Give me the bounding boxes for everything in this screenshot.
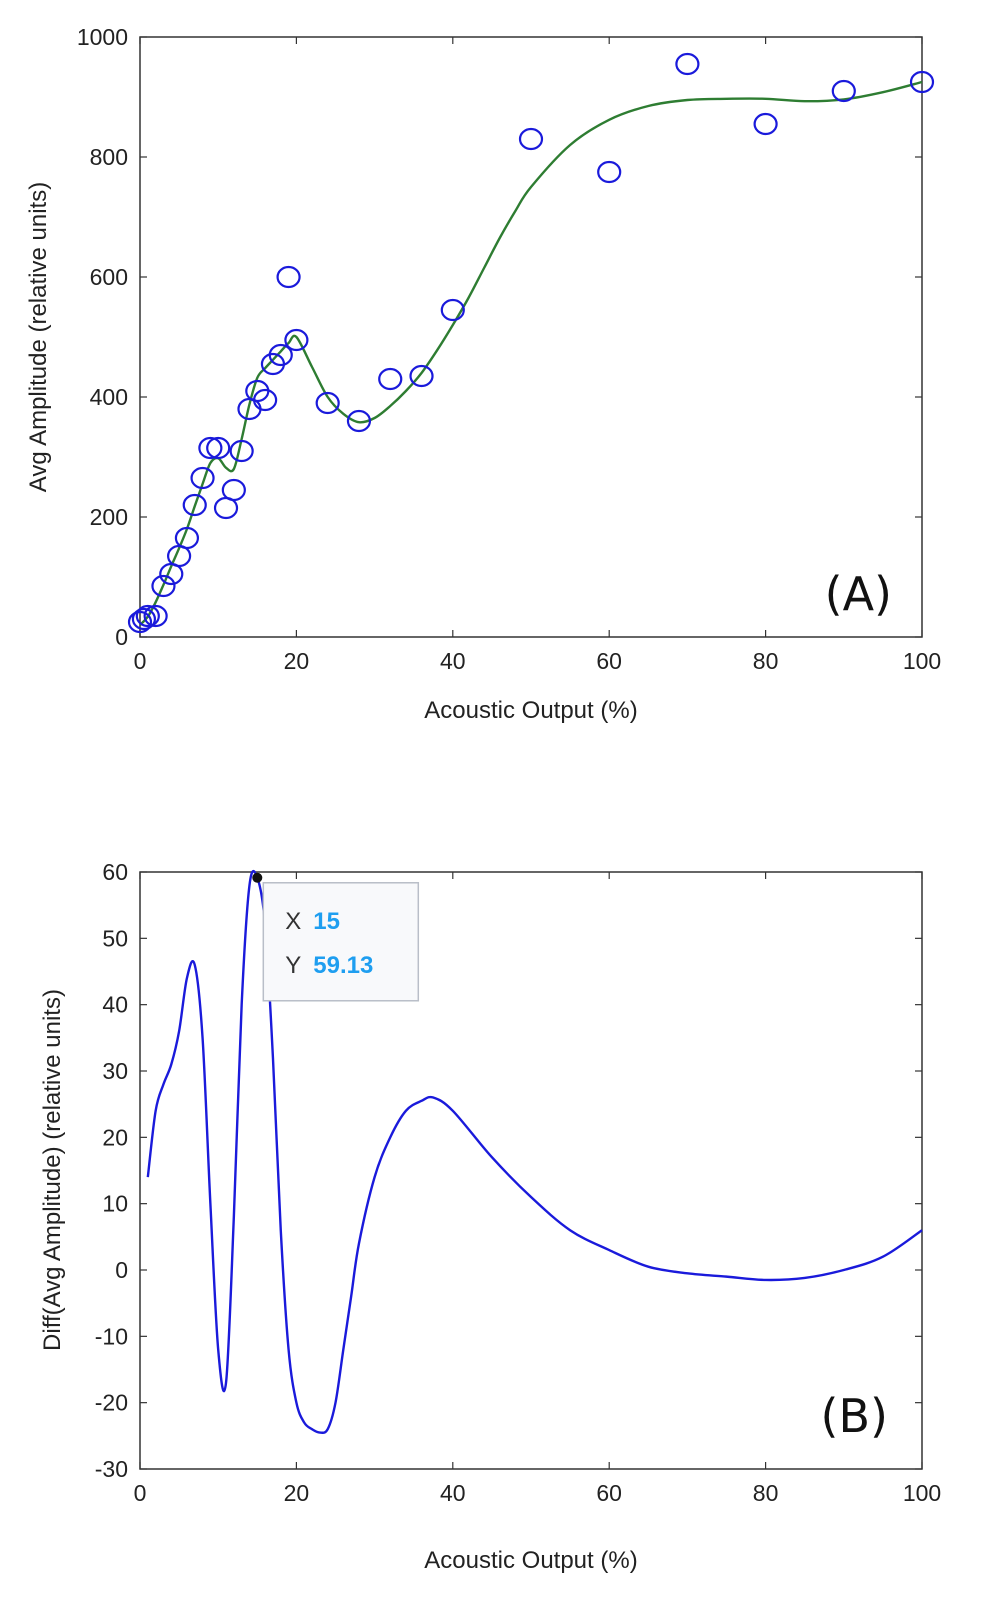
x-tick-label: 0 xyxy=(134,648,147,674)
scatter-point xyxy=(127,610,153,634)
y-tick-label: 40 xyxy=(102,992,128,1018)
chart-b-x-axis-label: Acoustic Output (%) xyxy=(424,1547,637,1574)
chart-a-x-axis-label: Acoustic Output (%) xyxy=(424,697,637,724)
y-tick-label: 10 xyxy=(102,1191,128,1217)
x-tick-label: 40 xyxy=(440,1480,466,1506)
chart-a-x-tick-labels: 0 20 40 60 80 100 xyxy=(134,648,942,674)
y-tick-label: 50 xyxy=(102,925,128,951)
scatter-point xyxy=(253,388,278,412)
chart-b-y-axis-label: Diff(Avg Amplitude) (relative units) xyxy=(39,989,66,1351)
chart-b-y-tick-labels: -30 -20 -10 0 10 20 30 40 50 60 xyxy=(95,859,128,1482)
scatter-point xyxy=(753,112,778,136)
datatip-y-value: 59.13 xyxy=(313,952,373,979)
scatter-point xyxy=(190,466,215,490)
x-tick-label: 80 xyxy=(753,1480,779,1506)
diff-series-line xyxy=(146,869,923,1434)
scatter-point xyxy=(268,343,293,367)
y-tick-label: 800 xyxy=(90,144,128,170)
scatter-point xyxy=(409,364,434,388)
y-tick-label: -20 xyxy=(95,1390,128,1416)
scatter-point xyxy=(378,367,403,391)
x-tick-label: 60 xyxy=(596,648,622,674)
chart-a-plot-area xyxy=(139,36,923,638)
scatter-point xyxy=(221,478,246,502)
x-tick-label: 40 xyxy=(440,648,466,674)
y-tick-label: 1000 xyxy=(77,24,128,50)
chart-a-tick-marks xyxy=(139,36,923,638)
scatter-point xyxy=(675,52,700,76)
scatter-point xyxy=(315,391,340,415)
scatter-point xyxy=(597,160,622,184)
datatip-y-key: Y xyxy=(285,952,301,979)
y-tick-label: 30 xyxy=(102,1058,128,1084)
chart-a: 0 20 40 60 80 100 0 200 400 600 800 1000 Acoustic … xyxy=(25,24,941,724)
chart-a-data-points xyxy=(127,52,935,634)
scatter-point xyxy=(143,604,168,628)
scatter-point xyxy=(909,70,935,94)
x-tick-label: 60 xyxy=(596,1480,622,1506)
datatip-x-value: 15 xyxy=(313,908,340,935)
scatter-point xyxy=(518,127,544,151)
x-tick-label: 20 xyxy=(284,1480,310,1506)
x-tick-label: 100 xyxy=(903,648,941,674)
chart-b: 0 20 40 60 80 100 -30 -20 -10 0 10 20 30 40 50 60 Acou… xyxy=(39,859,941,1574)
y-tick-label: 600 xyxy=(90,264,128,290)
chart-a-panel-label: (A) xyxy=(825,567,892,621)
scatter-point xyxy=(229,439,254,463)
datatip-marker[interactable] xyxy=(252,872,263,883)
scatter-point xyxy=(276,265,301,289)
scatter-point xyxy=(182,493,207,517)
y-tick-label: 0 xyxy=(115,1257,128,1283)
chart-a-y-tick-labels: 0 200 400 600 800 1000 xyxy=(77,24,128,650)
scatter-point xyxy=(151,574,176,598)
chart-b-plot-area xyxy=(139,871,923,1470)
x-tick-label: 80 xyxy=(753,648,779,674)
x-tick-label: 100 xyxy=(903,1480,941,1506)
datatip[interactable]: X 15 Y 59.13 xyxy=(252,872,420,1002)
x-tick-label: 0 xyxy=(134,1480,147,1506)
scatter-point xyxy=(206,436,231,460)
scatter-point xyxy=(284,328,309,352)
y-tick-label: -10 xyxy=(95,1323,128,1349)
scatter-point xyxy=(131,607,157,631)
x-tick-label: 20 xyxy=(284,648,310,674)
scatter-point xyxy=(346,409,372,433)
scatter-point xyxy=(198,436,223,460)
chart-b-diff-line xyxy=(146,869,923,1434)
y-tick-label: 400 xyxy=(90,384,128,410)
y-tick-label: 200 xyxy=(90,504,128,530)
scatter-point xyxy=(174,526,200,550)
y-tick-label: 60 xyxy=(102,859,128,885)
chart-b-panel-label: (B) xyxy=(821,1389,888,1443)
chart-b-tick-marks xyxy=(139,871,923,1470)
datatip-box xyxy=(262,882,420,1002)
scatter-point xyxy=(831,79,856,103)
scatter-point xyxy=(440,298,465,322)
scatter-point xyxy=(135,604,160,628)
y-tick-label: 20 xyxy=(102,1124,128,1150)
chart-b-x-tick-labels: 0 20 40 60 80 100 xyxy=(134,1480,942,1506)
y-tick-label: -30 xyxy=(95,1456,128,1482)
datatip-x-key: X xyxy=(285,908,301,935)
y-tick-label: 0 xyxy=(115,624,128,650)
chart-a-y-axis-label: Avg Amplitude (relative units) xyxy=(25,182,52,492)
